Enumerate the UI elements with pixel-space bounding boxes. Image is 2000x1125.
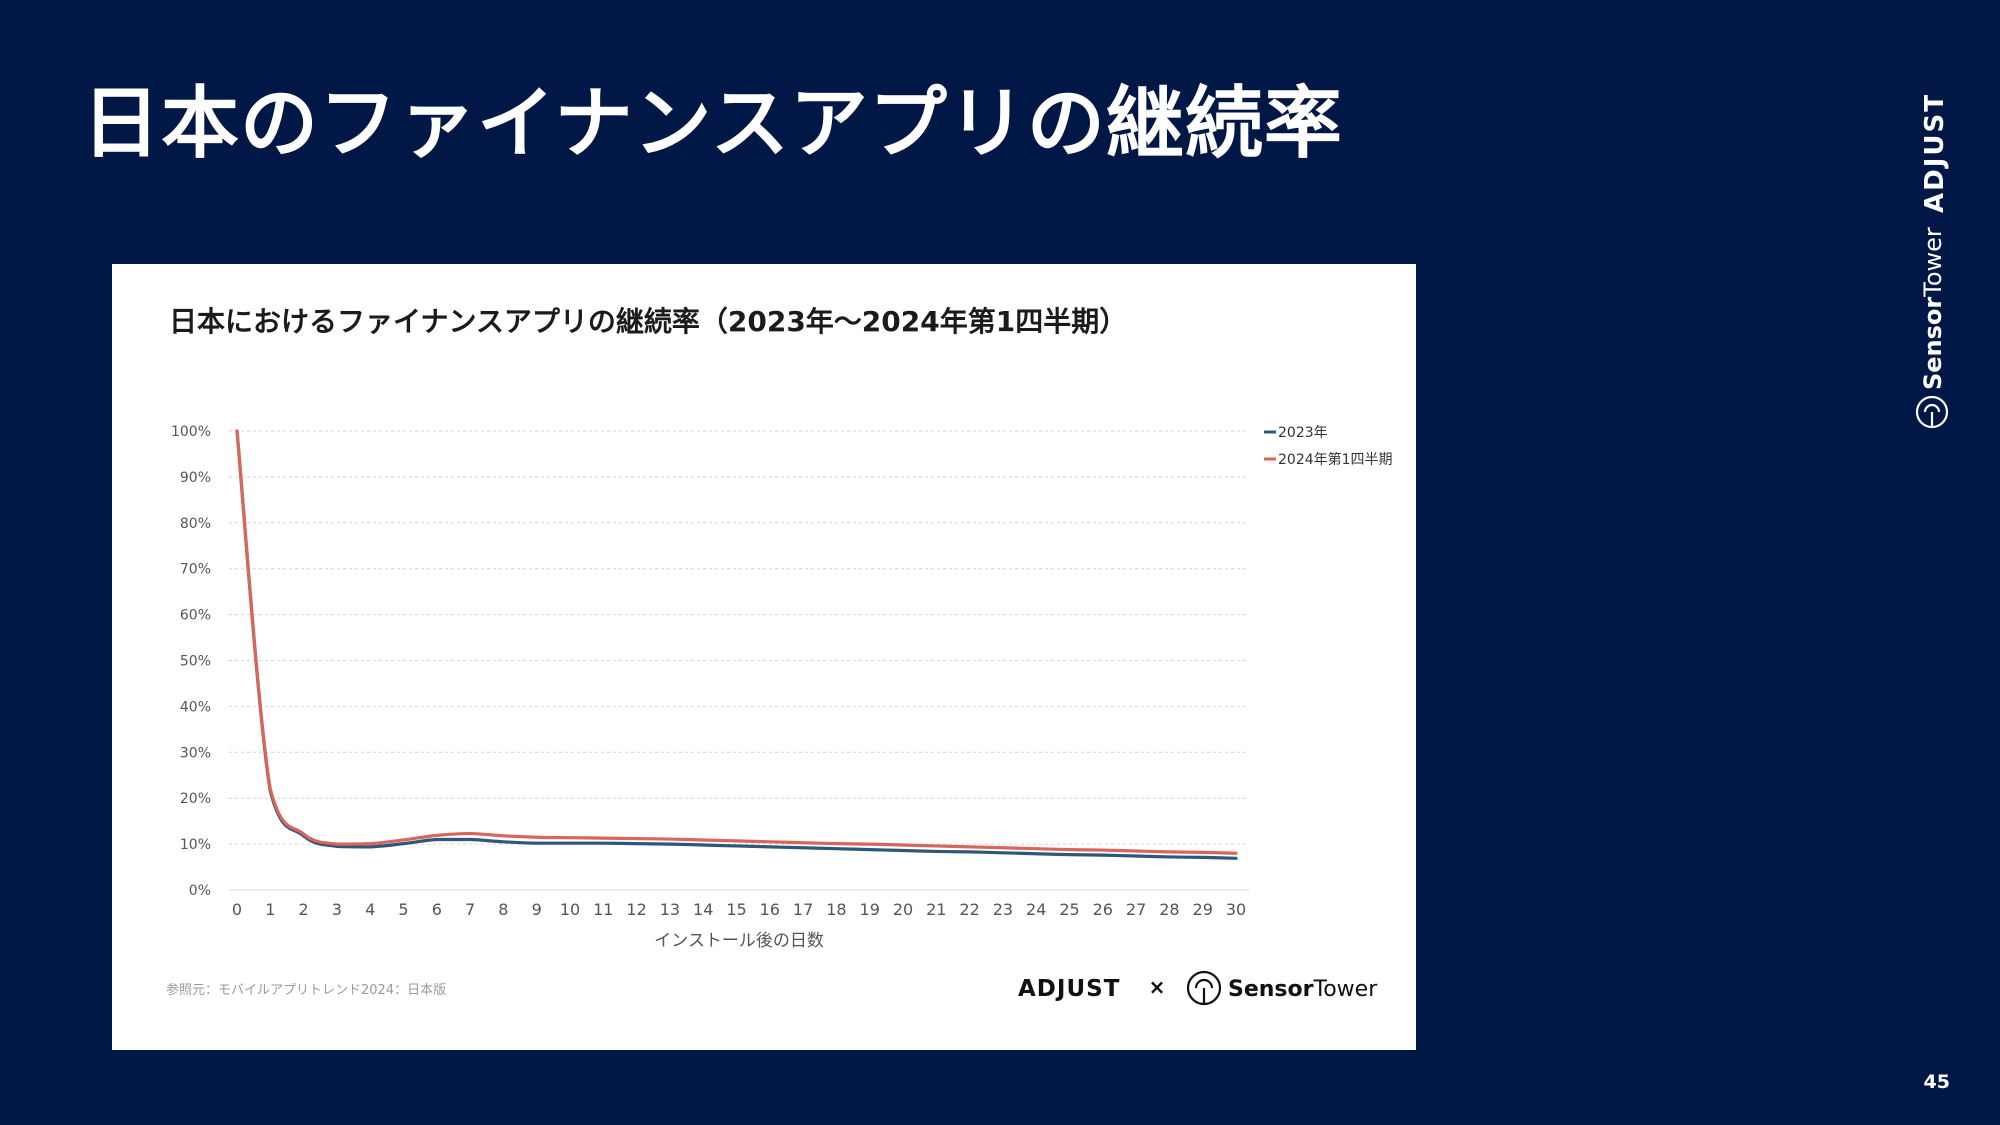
- x-tick-label: 4: [365, 900, 375, 919]
- x-tick-label: 0: [232, 900, 242, 919]
- legend-label: 2023年: [1278, 425, 1328, 441]
- x-tick-label: 17: [793, 900, 813, 919]
- x-tick-label: 27: [1126, 900, 1146, 919]
- y-axis-ticks: 0% 10% 20% 30% 40% 50% 60% 70% 80% 90% 100%: [171, 424, 211, 899]
- x-tick-label: 24: [1026, 900, 1046, 919]
- x-tick-label: 28: [1159, 900, 1179, 919]
- series-line: [235, 429, 1238, 855]
- x-tick-label: 23: [993, 900, 1013, 919]
- chart-title: 日本におけるファイナンスアプリの継続率（2023年〜2024年第1四半期）: [169, 305, 1127, 338]
- source-note: 参照元：モバイルアプリトレンド2024：日本版: [166, 982, 446, 998]
- x-tick-label: 20: [893, 900, 913, 919]
- adjust-logo: ADJUST: [1018, 976, 1120, 1002]
- chart-lines: [235, 429, 1238, 860]
- y-tick-label: 100%: [171, 424, 211, 440]
- x-tick-label: 30: [1226, 900, 1246, 919]
- x-tick-label: 11: [593, 900, 613, 919]
- y-tick-label: 20%: [180, 791, 211, 807]
- x-tick-label: 16: [760, 900, 780, 919]
- y-tick-label: 10%: [180, 837, 211, 853]
- svg-text:SensorTower: SensorTower: [1228, 977, 1378, 1002]
- chart-legend: 2023年 2024年第1四半期: [1264, 425, 1393, 468]
- x-tick-label: 10: [560, 900, 580, 919]
- y-tick-label: 40%: [180, 699, 211, 715]
- x-tick-label: 3: [332, 900, 342, 919]
- y-tick-label: 30%: [180, 745, 211, 761]
- x-tick-label: 18: [826, 900, 846, 919]
- x-tick-label: 13: [660, 900, 680, 919]
- y-tick-label: 70%: [180, 562, 211, 578]
- x-tick-label: 22: [959, 900, 979, 919]
- chart-grid: [229, 430, 1249, 891]
- x-tick-label: 7: [465, 900, 475, 919]
- adjust-logo-text: ADJUST: [1018, 976, 1120, 1002]
- retention-chart: 日本におけるファイナンスアプリの継続率（2023年〜2024年第1四半期） 0%…: [166, 305, 1393, 1006]
- legend-label: 2024年第1四半期: [1278, 451, 1393, 468]
- y-tick-label: 80%: [180, 516, 211, 532]
- side-sensor-bold: Sensor: [1919, 297, 1947, 390]
- chart-card: 日本におけるファイナンスアプリの継続率（2023年〜2024年第1四半期） 0%…: [112, 264, 1416, 1050]
- x-tick-label: 19: [860, 900, 880, 919]
- slide-title: 日本のファイナンスアプリの継続率: [82, 79, 1343, 169]
- x-tick-label: 12: [626, 900, 646, 919]
- side-adjust-logo: ADJUST: [1920, 95, 1950, 213]
- x-axis-label: インストール後の日数: [654, 931, 824, 951]
- side-sensor-tower-icon: [1915, 395, 1949, 429]
- side-sensor-light: Tower: [1919, 227, 1947, 298]
- page-number: 45: [1923, 1071, 1950, 1093]
- sensor-tower-light: Tower: [1313, 977, 1379, 1002]
- side-brand: ADJUST SensorTower: [1915, 95, 1950, 429]
- x-axis-ticks: 0 1 2 3 4 5 6 7 8 9 10 11 12 13 14 15 16 17 18 19 20 21 22 23 24…: [232, 900, 1246, 919]
- x-tick-label: 29: [1193, 900, 1213, 919]
- x-tick-label: 1: [265, 900, 275, 919]
- x-tick-label: 9: [532, 900, 542, 919]
- sensor-tower-bold: Sensor: [1228, 977, 1314, 1002]
- x-tick-label: 14: [693, 900, 713, 919]
- x-tick-label: 6: [432, 900, 442, 919]
- logo-separator: ×: [1149, 975, 1166, 999]
- x-tick-label: 15: [726, 900, 746, 919]
- x-tick-label: 2: [299, 900, 309, 919]
- x-tick-label: 8: [498, 900, 508, 919]
- x-tick-label: 26: [1093, 900, 1113, 919]
- y-tick-label: 90%: [180, 470, 211, 486]
- y-tick-label: 60%: [180, 608, 211, 624]
- x-tick-label: 21: [926, 900, 946, 919]
- x-tick-label: 5: [398, 900, 408, 919]
- sensor-tower-icon: [1186, 970, 1222, 1006]
- x-tick-label: 25: [1059, 900, 1079, 919]
- y-tick-label: 0%: [189, 883, 211, 899]
- y-tick-label: 50%: [180, 654, 211, 670]
- side-sensor-tower-text: SensorTower: [1919, 227, 1947, 390]
- sensor-tower-logo: SensorTower: [1186, 970, 1378, 1006]
- series-line: [235, 429, 1238, 860]
